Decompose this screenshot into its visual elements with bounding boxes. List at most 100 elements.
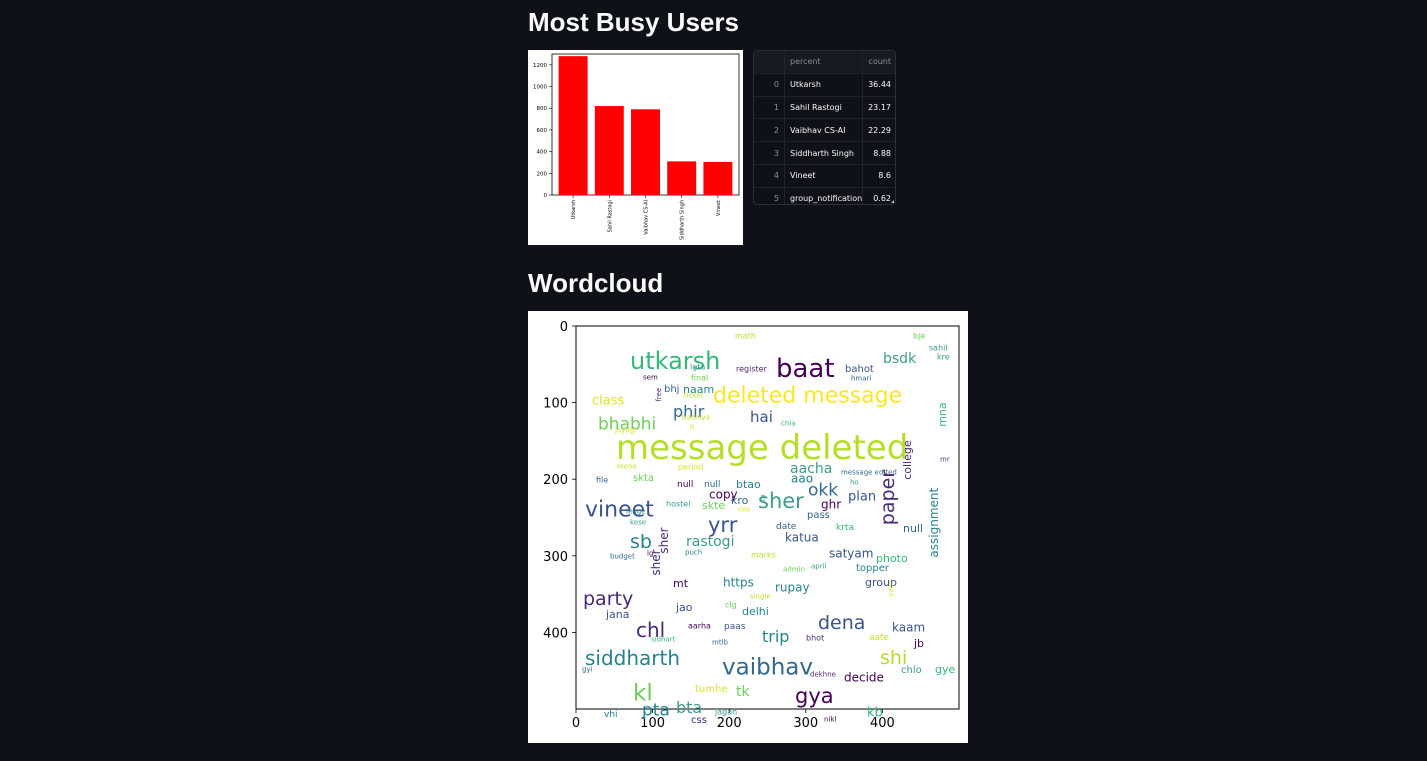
wordcloud-word: final (691, 373, 708, 382)
wordcloud-word: jb (913, 637, 924, 650)
wordcloud-word: cee (738, 506, 750, 514)
wordcloud-word: bsdk (883, 351, 917, 367)
wordcloud-word: ghr (821, 498, 841, 512)
y-tick-label: 0 (560, 320, 568, 335)
wordcloud-word: hostel (666, 499, 690, 508)
row-index: 3 (754, 142, 785, 164)
busy-users-table[interactable]: percent count 0 Utkarsh 36.44 1 Sahil Ra… (753, 50, 896, 205)
wordcloud-word: null (677, 480, 693, 490)
wordcloud-word: lgta (690, 362, 705, 371)
wordcloud-word: vhi (604, 710, 618, 720)
wordcloud-word: math (735, 331, 756, 340)
x-tick-label: 200 (717, 716, 742, 731)
wordcloud-word: rupay (775, 581, 810, 595)
wordcloud-word: phir (673, 402, 705, 421)
bar-chart-svg: 0 200 400 600 800 1000 1200 Utkarsh Sahil Rastog… (533, 53, 740, 240)
wordcloud-word: naam (683, 383, 714, 396)
bar (558, 56, 588, 195)
y-tick-label: 300 (543, 550, 568, 565)
wordcloud-word: sher (657, 527, 671, 553)
wordcloud-word: class (592, 393, 624, 408)
bar (631, 109, 660, 195)
wordcloud-word: satyam (829, 547, 873, 561)
wordcloud-word: clg (725, 600, 737, 609)
row-name: group_notification (785, 187, 863, 204)
wordcloud-word: dena (818, 612, 865, 634)
wordcloud-word: register (736, 364, 768, 373)
table-row[interactable]: 5 group_notification 0.62 (754, 187, 895, 204)
wordcloud-word: sher (758, 489, 804, 513)
wordcloud-word: kese (630, 519, 646, 527)
wordcloud-figure: 0 100 200 300 400 0 100 200 300 400 message delete… (528, 311, 968, 743)
wordcloud-word: kl (633, 680, 653, 706)
wordcloud-word: decide (844, 671, 884, 685)
wordcloud-word: bhabhi (598, 415, 656, 435)
row-name: Sahil Rastogi (785, 96, 863, 119)
table-header-row: percent count (754, 51, 895, 74)
wordcloud-word: pta (642, 701, 670, 721)
wordcloud-word: jayagi (614, 427, 636, 435)
row-value: 8.6 (878, 171, 891, 181)
table-resize-handle[interactable] (891, 200, 894, 203)
row-name: Utkarsh (785, 73, 863, 96)
wordcloud-word: aate (869, 633, 890, 643)
table-header-count[interactable]: count (868, 57, 891, 67)
x-tick-label: 0 (572, 716, 580, 731)
wordcloud-frame (575, 325, 960, 710)
wordcloud-word: utkarsh (630, 347, 720, 375)
wordcloud-word: kaam (892, 621, 925, 635)
wordcloud-word: trip (762, 627, 789, 646)
table-row[interactable]: 1 Sahil Rastogi 23.17 (754, 96, 895, 120)
x-tick-label: Vaibhav CS-AI (644, 200, 650, 235)
wordcloud-word: puch (685, 549, 702, 557)
row-name: Vineet (785, 164, 863, 187)
wordcloud-word: badhiya (682, 414, 710, 422)
wordcloud-word: lenge (626, 508, 645, 516)
y-tick-label: 600 (537, 128, 548, 134)
wordcloud-word: party (583, 588, 633, 610)
wordcloud-word: paper (877, 470, 899, 525)
wordcloud-word: krta (836, 523, 854, 533)
table-row[interactable]: 0 Utkarsh 36.44 (754, 73, 895, 97)
table-header-percent[interactable]: percent (785, 51, 863, 73)
wordcloud-word: sb (630, 531, 652, 553)
y-tick-label: 1200 (533, 63, 547, 69)
y-tick-label: 400 (537, 150, 548, 156)
table-header-index (754, 51, 785, 73)
wordcloud-word: marks (751, 550, 776, 559)
row-value: 0.62 (873, 194, 891, 204)
x-tick-label: 100 (640, 716, 665, 731)
bar (594, 106, 624, 195)
wordcloud-word: delhi (742, 605, 769, 618)
x-tick-label: Siddharth Singh (680, 200, 686, 240)
wordcloud-word: free (655, 388, 663, 402)
wordcloud-word: skta (633, 473, 654, 484)
wordcloud-word: copy (709, 488, 738, 502)
wordcloud-word: https (723, 576, 754, 590)
wordcloud-word: gyi (582, 666, 593, 674)
wordcloud-word: lg (647, 550, 653, 558)
wordcloud-word: assignment (927, 488, 941, 558)
wordcloud-word: college (901, 440, 914, 480)
wordcloud-word: jana (605, 608, 630, 621)
row-index: 4 (754, 164, 785, 187)
wordcloud-word: bje (913, 331, 925, 340)
wordcloud-word: rastogi (686, 534, 734, 550)
wordcloud-word: yrr (708, 513, 738, 537)
x-tick-label: Sahil Rastogi (607, 200, 613, 232)
table-row[interactable]: 3 Siddharth Singh 8.88 (754, 142, 895, 165)
wordcloud-word: baat (776, 354, 835, 384)
wordcloud-word: tb (759, 494, 767, 502)
wordcloud-word: kre (937, 352, 950, 361)
y-tick-label: 1000 (533, 85, 547, 91)
wordcloud-word: pass (807, 510, 830, 521)
y-tick-label: 800 (537, 106, 548, 112)
x-tick-label: Utkarsh (571, 200, 577, 219)
wordcloud-word: group (865, 576, 897, 589)
wordcloud-word: topper (856, 563, 890, 574)
row-index: 2 (754, 119, 785, 142)
bar (667, 161, 697, 195)
wordcloud-word: vineet (585, 498, 654, 523)
table-row[interactable]: 2 Vaibhav CS-AI 22.29 (754, 119, 895, 143)
table-row[interactable]: 4 Vineet 8.6 (754, 164, 895, 188)
